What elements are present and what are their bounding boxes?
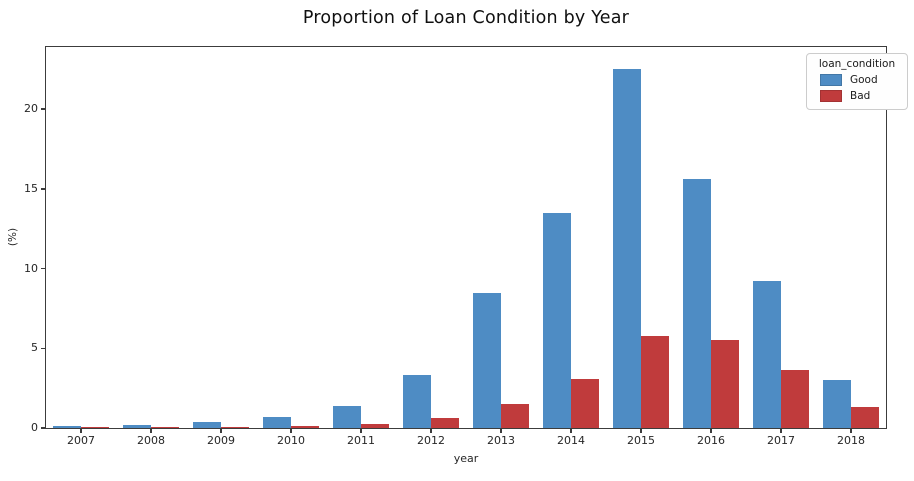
bar-good-2008 bbox=[123, 424, 151, 428]
y-tick-mark bbox=[41, 347, 46, 350]
bar-good-2010 bbox=[263, 416, 291, 428]
y-tick-mark bbox=[41, 188, 46, 190]
bar-bad-2011 bbox=[361, 424, 389, 428]
bar-good-2013 bbox=[473, 292, 501, 428]
bar-good-2017 bbox=[753, 281, 781, 428]
x-tick-label: 2007 bbox=[67, 434, 95, 447]
x-tick-label: 2016 bbox=[697, 434, 725, 447]
x-tick-mark bbox=[80, 429, 82, 433]
x-tick-mark bbox=[360, 429, 362, 433]
x-tick-label: 2009 bbox=[207, 434, 235, 447]
x-tick-label: 2010 bbox=[277, 434, 305, 447]
bar-good-2016 bbox=[683, 179, 711, 428]
x-tick-mark bbox=[430, 429, 432, 433]
x-tick-mark bbox=[570, 429, 572, 433]
x-tick-mark bbox=[150, 429, 152, 433]
y-tick-mark bbox=[41, 108, 46, 110]
x-tick-label: 2012 bbox=[417, 434, 445, 447]
bar-bad-2017 bbox=[781, 369, 809, 428]
x-tick-label: 2018 bbox=[837, 434, 865, 447]
legend-swatch-good-icon bbox=[820, 74, 842, 86]
bar-bad-2007 bbox=[81, 427, 109, 428]
bar-bad-2014 bbox=[571, 378, 599, 428]
x-tick-label: 2015 bbox=[627, 434, 655, 447]
bar-bad-2018 bbox=[851, 407, 879, 428]
bar-bad-2012 bbox=[431, 418, 459, 428]
plot-area bbox=[45, 46, 887, 429]
y-tick-mark bbox=[41, 427, 46, 429]
x-tick-mark bbox=[640, 429, 642, 433]
x-tick-label: 2008 bbox=[137, 434, 165, 447]
bar-good-2007 bbox=[53, 426, 81, 428]
x-tick-mark bbox=[500, 429, 502, 433]
x-tick-mark bbox=[290, 429, 292, 433]
bar-good-2018 bbox=[823, 380, 851, 428]
y-tick-label: 0 bbox=[31, 421, 38, 434]
y-axis-label: (%) bbox=[7, 227, 19, 247]
x-tick-label: 2017 bbox=[767, 434, 795, 447]
x-tick-label: 2011 bbox=[347, 434, 375, 447]
chart-title: Proportion of Loan Condition by Year bbox=[302, 8, 630, 28]
legend-label-bad: Bad bbox=[850, 90, 871, 102]
x-axis-label: year bbox=[453, 452, 479, 465]
legend-entry-good: Good bbox=[807, 72, 907, 88]
x-tick-label: 2014 bbox=[557, 434, 585, 447]
legend-swatch-bad-icon bbox=[820, 90, 842, 102]
bar-good-2014 bbox=[543, 212, 571, 428]
bar-bad-2009 bbox=[221, 426, 249, 428]
legend-title: loan_condition bbox=[818, 58, 896, 70]
x-tick-mark bbox=[850, 429, 852, 433]
x-tick-mark bbox=[220, 429, 222, 433]
bar-bad-2015 bbox=[641, 335, 669, 428]
x-tick-mark bbox=[710, 429, 712, 433]
x-tick-label: 2013 bbox=[487, 434, 515, 447]
legend: loan_condition Good Bad bbox=[806, 53, 908, 110]
bar-good-2012 bbox=[403, 375, 431, 428]
legend-entry-bad: Bad bbox=[807, 88, 907, 104]
legend-label-good: Good bbox=[850, 74, 878, 86]
bar-good-2015 bbox=[613, 69, 641, 428]
y-tick-label: 5 bbox=[31, 341, 38, 355]
bar-good-2011 bbox=[333, 405, 361, 428]
y-tick-mark bbox=[41, 267, 46, 270]
y-tick-label: 15 bbox=[24, 181, 38, 195]
bar-bad-2010 bbox=[291, 425, 319, 428]
bar-bad-2013 bbox=[501, 404, 529, 428]
y-tick-label: 20 bbox=[24, 102, 38, 116]
y-tick-label: 10 bbox=[24, 261, 38, 275]
bar-bad-2008 bbox=[151, 427, 179, 428]
bar-good-2009 bbox=[193, 422, 221, 428]
bar-bad-2016 bbox=[711, 339, 739, 428]
x-tick-mark bbox=[780, 429, 782, 433]
